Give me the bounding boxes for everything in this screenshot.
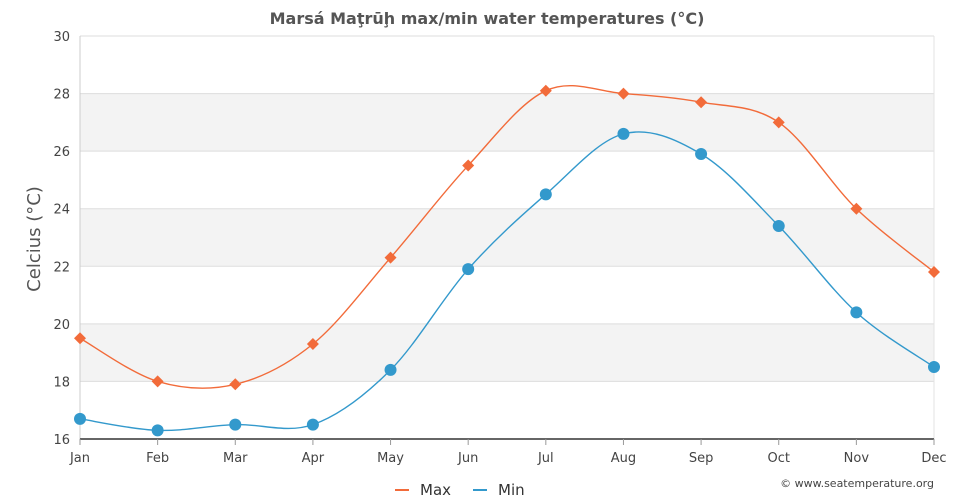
data-point-max xyxy=(539,84,552,97)
data-point-min xyxy=(229,418,242,431)
x-tick-label: Jun xyxy=(457,451,478,466)
x-tick-label: May xyxy=(377,451,404,466)
x-tick-labels: Jan Feb Mar Apr May Jun Jul Aug Sep Oct Nov Dec xyxy=(69,451,947,466)
data-point-min xyxy=(74,412,86,425)
x-tick-label: Feb xyxy=(146,451,169,466)
data-point-max xyxy=(151,375,164,388)
y-tick-label: 30 xyxy=(53,30,70,45)
y-tick-labels: 16 18 20 22 24 26 28 30 xyxy=(53,30,70,448)
x-tick-label: Nov xyxy=(844,451,870,466)
y-tick-label: 16 xyxy=(53,433,70,448)
series-markers xyxy=(74,84,940,437)
y-tick-label: 22 xyxy=(53,260,70,275)
x-tick-label: Mar xyxy=(223,451,248,466)
data-point-max xyxy=(74,332,86,345)
data-point-max xyxy=(462,159,475,172)
chart-title: Marsá Maţrūḩ max/min water temperatures … xyxy=(270,9,705,28)
series-line-min xyxy=(79,131,935,432)
y-axis-label: Celcius (°C) xyxy=(24,186,45,292)
data-point-max xyxy=(928,266,940,279)
data-point-max xyxy=(229,378,242,391)
data-point-max xyxy=(772,116,785,129)
plot-background-bands xyxy=(80,93,934,382)
y-tick-label: 20 xyxy=(53,318,70,333)
data-point-min xyxy=(617,127,630,140)
x-tick-label: Sep xyxy=(689,451,714,466)
x-tick-label: Oct xyxy=(767,451,789,466)
data-point-max xyxy=(617,87,630,100)
data-point-min xyxy=(306,418,319,431)
y-tick-label: 26 xyxy=(53,145,70,160)
data-point-min xyxy=(539,188,552,201)
data-point-max xyxy=(850,202,863,215)
data-point-min xyxy=(384,363,397,376)
data-point-min xyxy=(462,263,475,276)
grid-band xyxy=(80,323,934,382)
data-point-min xyxy=(850,306,863,319)
y-tick-label: 28 xyxy=(53,88,70,103)
x-tick-label: Aug xyxy=(611,451,636,466)
legend: Max Min xyxy=(395,481,525,499)
y-tick-label: 24 xyxy=(53,203,70,218)
legend-label-min: Min xyxy=(498,481,525,499)
data-point-max xyxy=(306,338,319,351)
credit-text: © www.seatemperature.org xyxy=(780,477,934,490)
data-point-min xyxy=(928,361,940,374)
data-point-max xyxy=(384,251,397,264)
data-point-max xyxy=(695,96,708,109)
data-point-min xyxy=(772,219,785,232)
x-tick-label: Jul xyxy=(537,451,554,466)
data-point-min xyxy=(695,148,708,161)
legend-label-max: Max xyxy=(420,481,451,499)
data-point-min xyxy=(151,424,164,437)
x-tick-label: Apr xyxy=(302,451,325,466)
x-tick-label: Jan xyxy=(69,451,90,466)
y-tick-label: 18 xyxy=(53,375,70,390)
grid-lines xyxy=(80,35,934,382)
x-tick-label: Dec xyxy=(921,451,946,466)
grid-band xyxy=(80,208,934,267)
